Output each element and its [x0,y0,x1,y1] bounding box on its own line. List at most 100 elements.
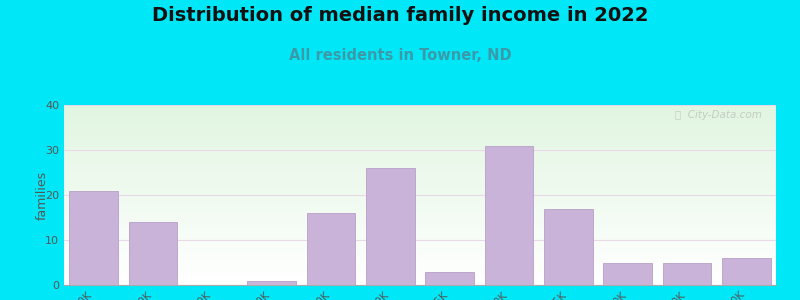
Bar [64,211,776,212]
Bar [64,189,776,190]
Bar [64,240,776,241]
Bar [64,271,776,272]
Bar [64,175,776,176]
Bar [64,218,776,219]
Bar [64,253,776,254]
Bar [64,196,776,197]
Bar [544,208,593,285]
Bar [64,144,776,145]
Bar [64,223,776,224]
Bar [64,221,776,222]
Bar [64,133,776,134]
Text: Distribution of median family income in 2022: Distribution of median family income in … [152,6,648,25]
Bar [64,258,776,259]
Bar [247,280,296,285]
Bar [64,261,776,262]
Bar [64,225,776,226]
Bar [64,183,776,184]
Bar [64,158,776,159]
Bar [64,135,776,136]
Bar [366,168,414,285]
Bar [64,178,776,179]
Bar [64,270,776,271]
Bar [64,195,776,196]
Bar [64,173,776,174]
Bar [64,165,776,166]
Bar [64,216,776,217]
Bar [64,203,776,204]
Bar [64,109,776,110]
Bar [64,129,776,130]
Bar [64,138,776,139]
Bar [64,280,776,281]
Bar [64,229,776,230]
Bar [64,208,776,209]
Bar [64,118,776,119]
Bar [64,187,776,188]
Bar [603,262,652,285]
Bar [64,263,776,264]
Bar [64,168,776,169]
Bar [64,282,776,283]
Bar [64,254,776,255]
Bar [64,164,776,165]
Bar [64,171,776,172]
Bar [64,268,776,269]
Bar [64,274,776,275]
Bar [64,214,776,215]
Bar [64,147,776,148]
Bar [64,226,776,227]
Bar [64,107,776,108]
Bar [64,162,776,163]
Bar [64,188,776,189]
Bar [426,272,474,285]
Bar [64,236,776,237]
Bar [64,119,776,120]
Bar [64,277,776,278]
Bar [70,190,118,285]
Bar [64,132,776,133]
Bar [64,176,776,177]
Bar [64,182,776,183]
Bar [64,152,776,153]
Bar [64,136,776,137]
Bar [64,212,776,213]
Bar [64,146,776,147]
Bar [64,114,776,115]
Bar [64,127,776,128]
Bar [64,264,776,265]
Bar [64,276,776,277]
Bar [64,247,776,248]
Bar [64,251,776,252]
Bar [64,145,776,146]
Bar [64,111,776,112]
Bar [64,204,776,205]
Bar [64,267,776,268]
Bar [64,190,776,191]
Bar [64,116,776,117]
Bar [64,242,776,243]
Bar [64,272,776,273]
Bar [64,217,776,218]
Bar [64,245,776,246]
Bar [64,194,776,195]
Bar [64,153,776,154]
Bar [662,262,711,285]
Bar [64,185,776,186]
Bar [64,281,776,282]
Bar [64,210,776,211]
Bar [64,177,776,178]
Bar [64,148,776,149]
Bar [64,128,776,129]
Bar [64,248,776,249]
Bar [64,198,776,199]
Bar [64,131,776,132]
Bar [64,159,776,160]
Bar [64,199,776,200]
Y-axis label: families: families [36,170,49,220]
Bar [64,151,776,152]
Bar [64,266,776,267]
Bar [64,184,776,185]
Bar [64,118,776,119]
Bar [64,140,776,141]
